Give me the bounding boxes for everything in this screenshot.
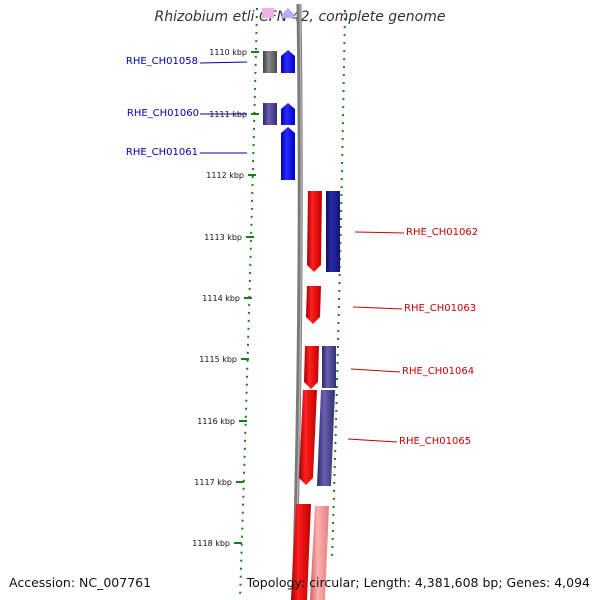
feature-cds-rhe-ch01060: [281, 103, 295, 125]
scale-tick: 1113 kbp: [204, 233, 254, 242]
scale-tick: 1116 kbp: [197, 417, 247, 426]
scale-tick: 1115 kbp: [199, 355, 249, 364]
feature-gene-partial-bottom: [310, 506, 329, 600]
outer-guide-rings: [239, 7, 346, 599]
feature-gene-rhe-ch01064: [322, 346, 336, 388]
feature-cds-rhe-ch01062: [307, 191, 322, 272]
feature-cds-partial-bottom: [291, 504, 311, 600]
scale-tick: 1118 kbp: [192, 539, 242, 548]
feature-cds-rhe-ch01061: [281, 127, 295, 180]
scale-tick: 1117 kbp: [194, 478, 244, 487]
scale-tick-label: 1114 kbp: [202, 294, 240, 303]
gene-label-rhe-ch01058: RHE_CH01058: [126, 56, 198, 67]
left-guide-ring: [239, 7, 258, 599]
gene-label-rhe-ch01061: RHE_CH01061: [126, 147, 198, 158]
scale-tick-label: 1115 kbp: [199, 355, 237, 364]
feature-gene-rhe-ch01062: [326, 191, 340, 272]
feature-cds-rhe-ch01058: [281, 50, 295, 73]
scale-tick-label: 1113 kbp: [204, 233, 242, 242]
gene-label-rhe-ch01060: RHE_CH01060: [127, 108, 199, 119]
accession-info: Accession: NC_007761: [9, 575, 152, 590]
scale-tick-label: 1116 kbp: [197, 417, 235, 426]
scale-tick-label: 1110 kbp: [209, 48, 247, 57]
scale-tick: 1112 kbp: [206, 171, 256, 180]
feature-gene-rhe-ch01058: [263, 51, 277, 73]
scale-tick: 1110 kbp: [209, 48, 259, 57]
feature-gene-rhe-ch01065: [317, 390, 335, 486]
feature-cds-rhe-ch01064: [304, 346, 319, 389]
feature-cds-rhe-ch01065: [299, 390, 317, 485]
feature-cds-rhe-ch01063: [306, 286, 321, 324]
gene-label-rhe-ch01065: RHE_CH01065: [399, 436, 471, 447]
gene-label-rhe-ch01062: RHE_CH01062: [406, 227, 478, 238]
scale-tick-label: 1118 kbp: [192, 539, 230, 548]
gene-label-rhe-ch01063: RHE_CH01063: [404, 303, 476, 314]
right-guide-ring: [331, 9, 346, 561]
topology-summary: Topology: circular; Length: 4,381,608 bp…: [246, 575, 590, 590]
left-gene-labels: RHE_CH01058 RHE_CH01060 RHE_CH01061: [126, 56, 199, 158]
gene-label-rhe-ch01064: RHE_CH01064: [402, 366, 474, 377]
feature-gene-rhe-ch01060: [263, 103, 277, 125]
top-partial-features: [262, 8, 294, 18]
forward-strand-features: [263, 50, 295, 180]
label-connectors: [199, 61, 405, 443]
scale-tick: 1114 kbp: [202, 294, 252, 303]
reverse-strand-features: [291, 191, 340, 600]
right-gene-labels: RHE_CH01062 RHE_CH01063 RHE_CH01064 RHE_…: [399, 227, 478, 447]
scale-tick-label: 1112 kbp: [206, 171, 244, 180]
scale-tick-label: 1117 kbp: [194, 478, 232, 487]
